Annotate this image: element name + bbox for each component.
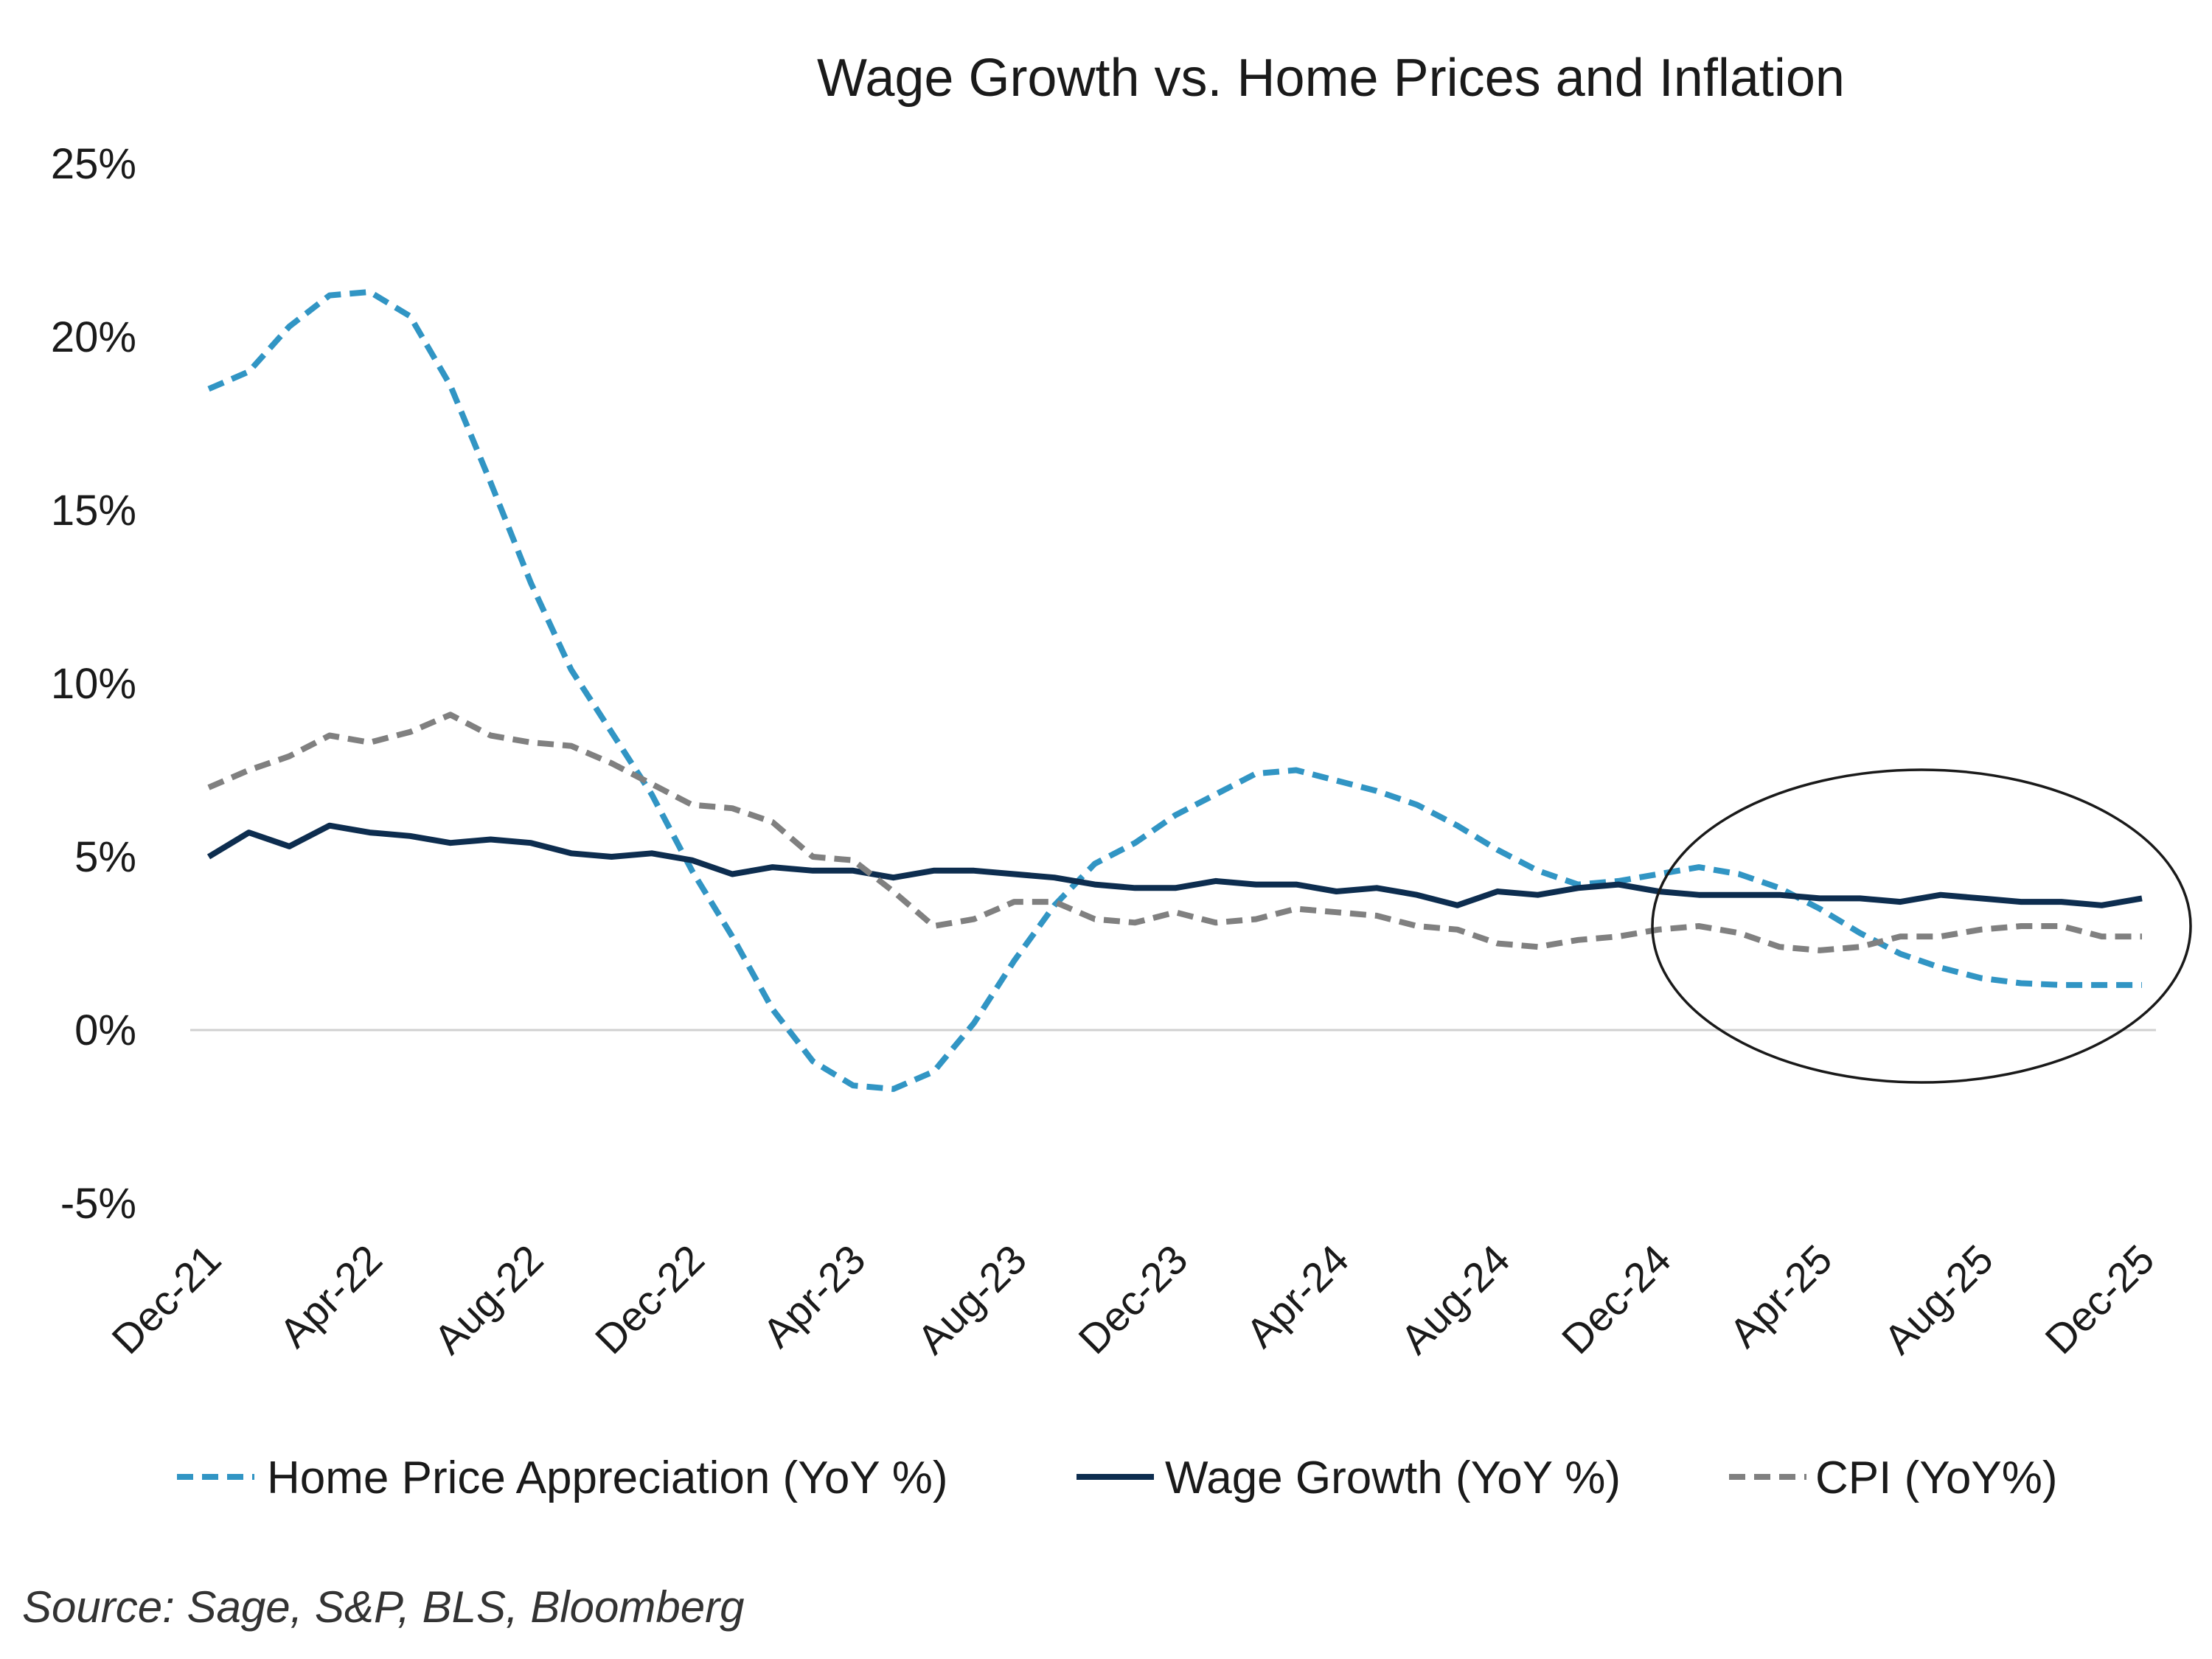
x-tick-label: Dec-23 (1069, 1236, 1196, 1363)
y-axis-ticks: -5% 0% 5% 10% 15% 20% 25% (51, 140, 136, 1228)
x-tick-label: Apr-24 (1237, 1236, 1357, 1356)
x-tick-label: Dec-21 (102, 1236, 229, 1363)
series-line-3 (207, 712, 2142, 953)
x-tick-label: Apr-25 (1720, 1236, 1840, 1356)
x-tick-label: Aug-25 (1875, 1236, 2002, 1363)
legend-label-2: Wage Growth (YoY %) (1165, 1453, 1621, 1503)
y-tick-label: 10% (51, 660, 136, 708)
source-note: Source: Sage, S&P, BLS, Bloomberg (22, 1582, 744, 1632)
x-tick-label: Aug-22 (425, 1236, 552, 1363)
x-tick-label: Dec-22 (586, 1236, 713, 1363)
y-tick-label: 0% (74, 1006, 136, 1054)
y-tick-label: 5% (74, 833, 136, 881)
chart-title: Wage Growth vs. Home Prices and Inflatio… (817, 49, 1845, 108)
x-tick-label: Aug-23 (908, 1236, 1035, 1363)
series-line-1 (207, 288, 2142, 1092)
x-tick-label: Dec-24 (1553, 1236, 1680, 1363)
legend-label-1: Home Price Appreciation (YoY %) (267, 1453, 948, 1503)
x-tick-label: Apr-23 (754, 1236, 874, 1356)
series-lines (206, 288, 2143, 1092)
x-tick-label: Dec-25 (2036, 1236, 2163, 1363)
highlight-ellipse (1651, 768, 2192, 1084)
series-line-2 (206, 822, 2143, 908)
y-tick-label: 20% (51, 313, 136, 361)
x-axis-ticks: Dec-21 Apr-22 Aug-22 Dec-22 Apr-23 Aug-23 Dec-… (102, 1236, 2163, 1363)
y-tick-label: 25% (51, 140, 136, 188)
x-tick-label: Aug-24 (1391, 1236, 1518, 1363)
legend-label-3: CPI (YoY%) (1815, 1453, 2058, 1503)
y-tick-label: 15% (51, 487, 136, 535)
legend: Home Price Appreciation (YoY %) Wage Grow… (177, 1453, 2058, 1503)
x-tick-label: Apr-22 (271, 1236, 391, 1356)
y-tick-label: -5% (60, 1180, 136, 1228)
